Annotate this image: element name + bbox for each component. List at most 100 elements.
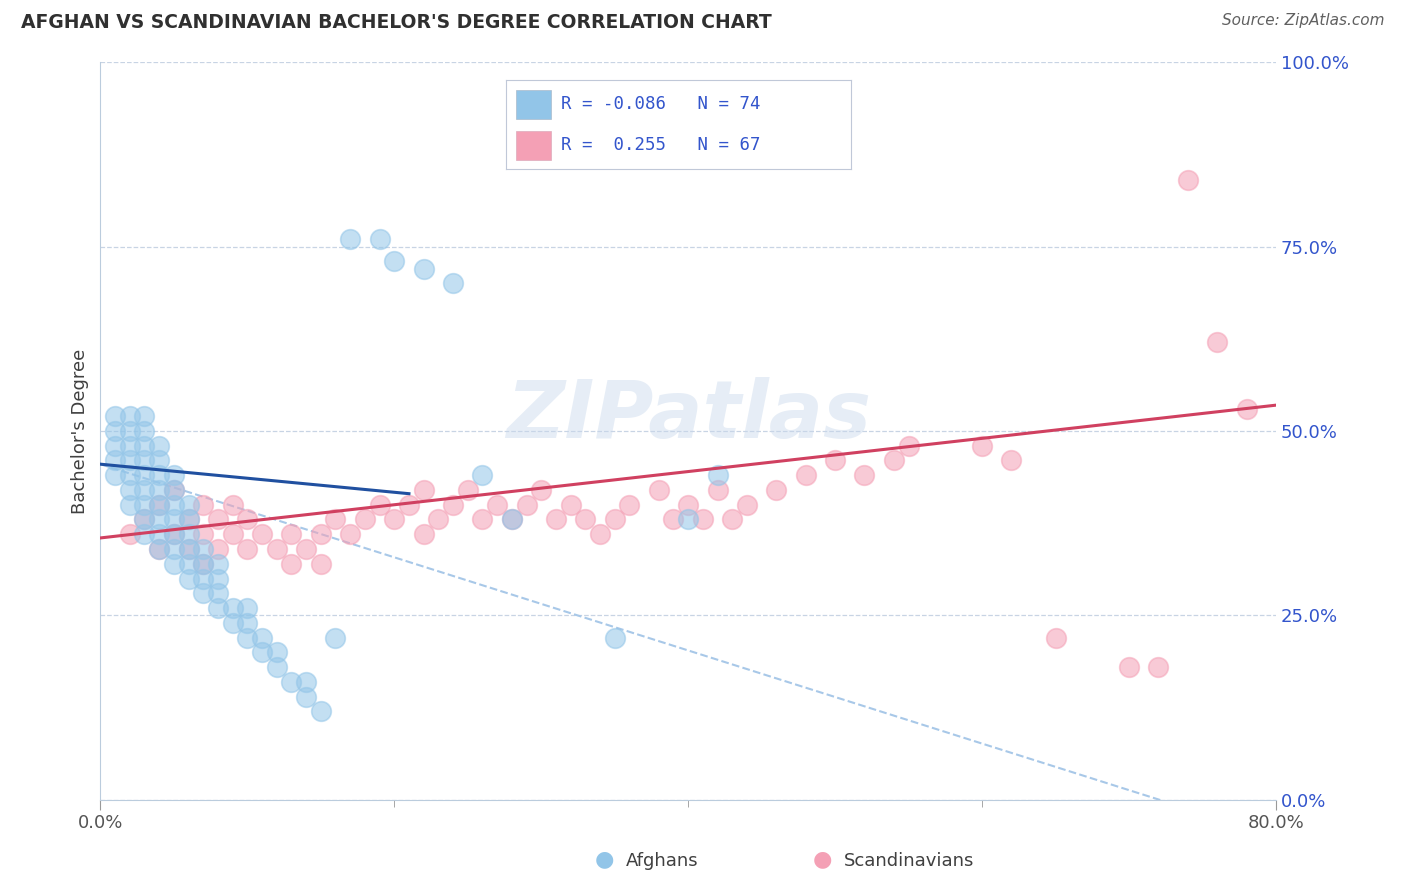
Point [118,424,141,438]
Point [104,424,127,438]
Point [427,512,450,526]
Point [163,468,186,483]
Point [207,541,229,556]
Point [193,527,215,541]
Point [104,439,127,453]
Point [163,557,186,571]
Point [148,541,170,556]
Text: AFGHAN VS SCANDINAVIAN BACHELOR'S DEGREE CORRELATION CHART: AFGHAN VS SCANDINAVIAN BACHELOR'S DEGREE… [21,13,772,32]
Text: Scandinavians: Scandinavians [844,852,974,870]
Point [104,468,127,483]
Point [118,468,141,483]
Point [295,674,318,689]
Point [457,483,479,497]
Bar [516,131,551,160]
Point [574,512,596,526]
Point [603,631,626,645]
Point [207,572,229,586]
Point [619,498,641,512]
Point [692,512,714,526]
Point [177,512,200,526]
Point [676,498,699,512]
Point [325,512,347,526]
Text: Afghans: Afghans [626,852,699,870]
Point [148,483,170,497]
Point [250,631,273,645]
Point [883,453,905,467]
Point [721,512,744,526]
Point [603,512,626,526]
Point [148,498,170,512]
Point [295,541,318,556]
Point [104,453,127,467]
Text: ●: ● [595,850,614,870]
Point [501,512,523,526]
Point [163,512,186,526]
Point [250,645,273,659]
Point [207,601,229,615]
Point [853,468,876,483]
Point [897,439,920,453]
Point [544,512,567,526]
Point [471,468,494,483]
Point [134,498,156,512]
Point [368,498,391,512]
Point [266,541,288,556]
Point [134,424,156,438]
Point [118,453,141,467]
Point [221,615,243,630]
Point [134,439,156,453]
Point [193,586,215,600]
Point [177,498,200,512]
Point [236,541,259,556]
Point [486,498,509,512]
Point [589,527,612,541]
Point [177,557,200,571]
Bar [516,90,551,119]
Point [501,512,523,526]
Point [193,557,215,571]
Point [339,232,361,246]
Point [471,512,494,526]
Point [412,483,434,497]
Point [368,232,391,246]
Text: ●: ● [813,850,832,870]
Point [1045,631,1067,645]
Point [398,498,420,512]
Point [148,439,170,453]
Point [325,631,347,645]
Point [824,453,846,467]
Point [177,541,200,556]
Point [134,483,156,497]
Text: ZIPatlas: ZIPatlas [506,377,870,455]
Point [441,277,464,291]
Point [970,439,993,453]
Point [118,527,141,541]
Point [134,468,156,483]
Point [207,586,229,600]
Text: Source: ZipAtlas.com: Source: ZipAtlas.com [1222,13,1385,29]
Point [134,512,156,526]
Point [515,498,537,512]
Point [221,527,243,541]
Point [354,512,377,526]
Point [236,512,259,526]
Point [134,527,156,541]
Point [118,483,141,497]
Point [177,527,200,541]
Point [1118,660,1140,674]
Point [530,483,553,497]
Point [309,527,332,541]
Point [382,512,405,526]
Point [648,483,671,497]
Point [193,498,215,512]
Point [412,527,434,541]
Point [706,468,728,483]
Point [309,557,332,571]
Point [794,468,817,483]
Point [163,483,186,497]
Point [177,572,200,586]
Point [221,498,243,512]
Point [134,453,156,467]
Point [118,439,141,453]
